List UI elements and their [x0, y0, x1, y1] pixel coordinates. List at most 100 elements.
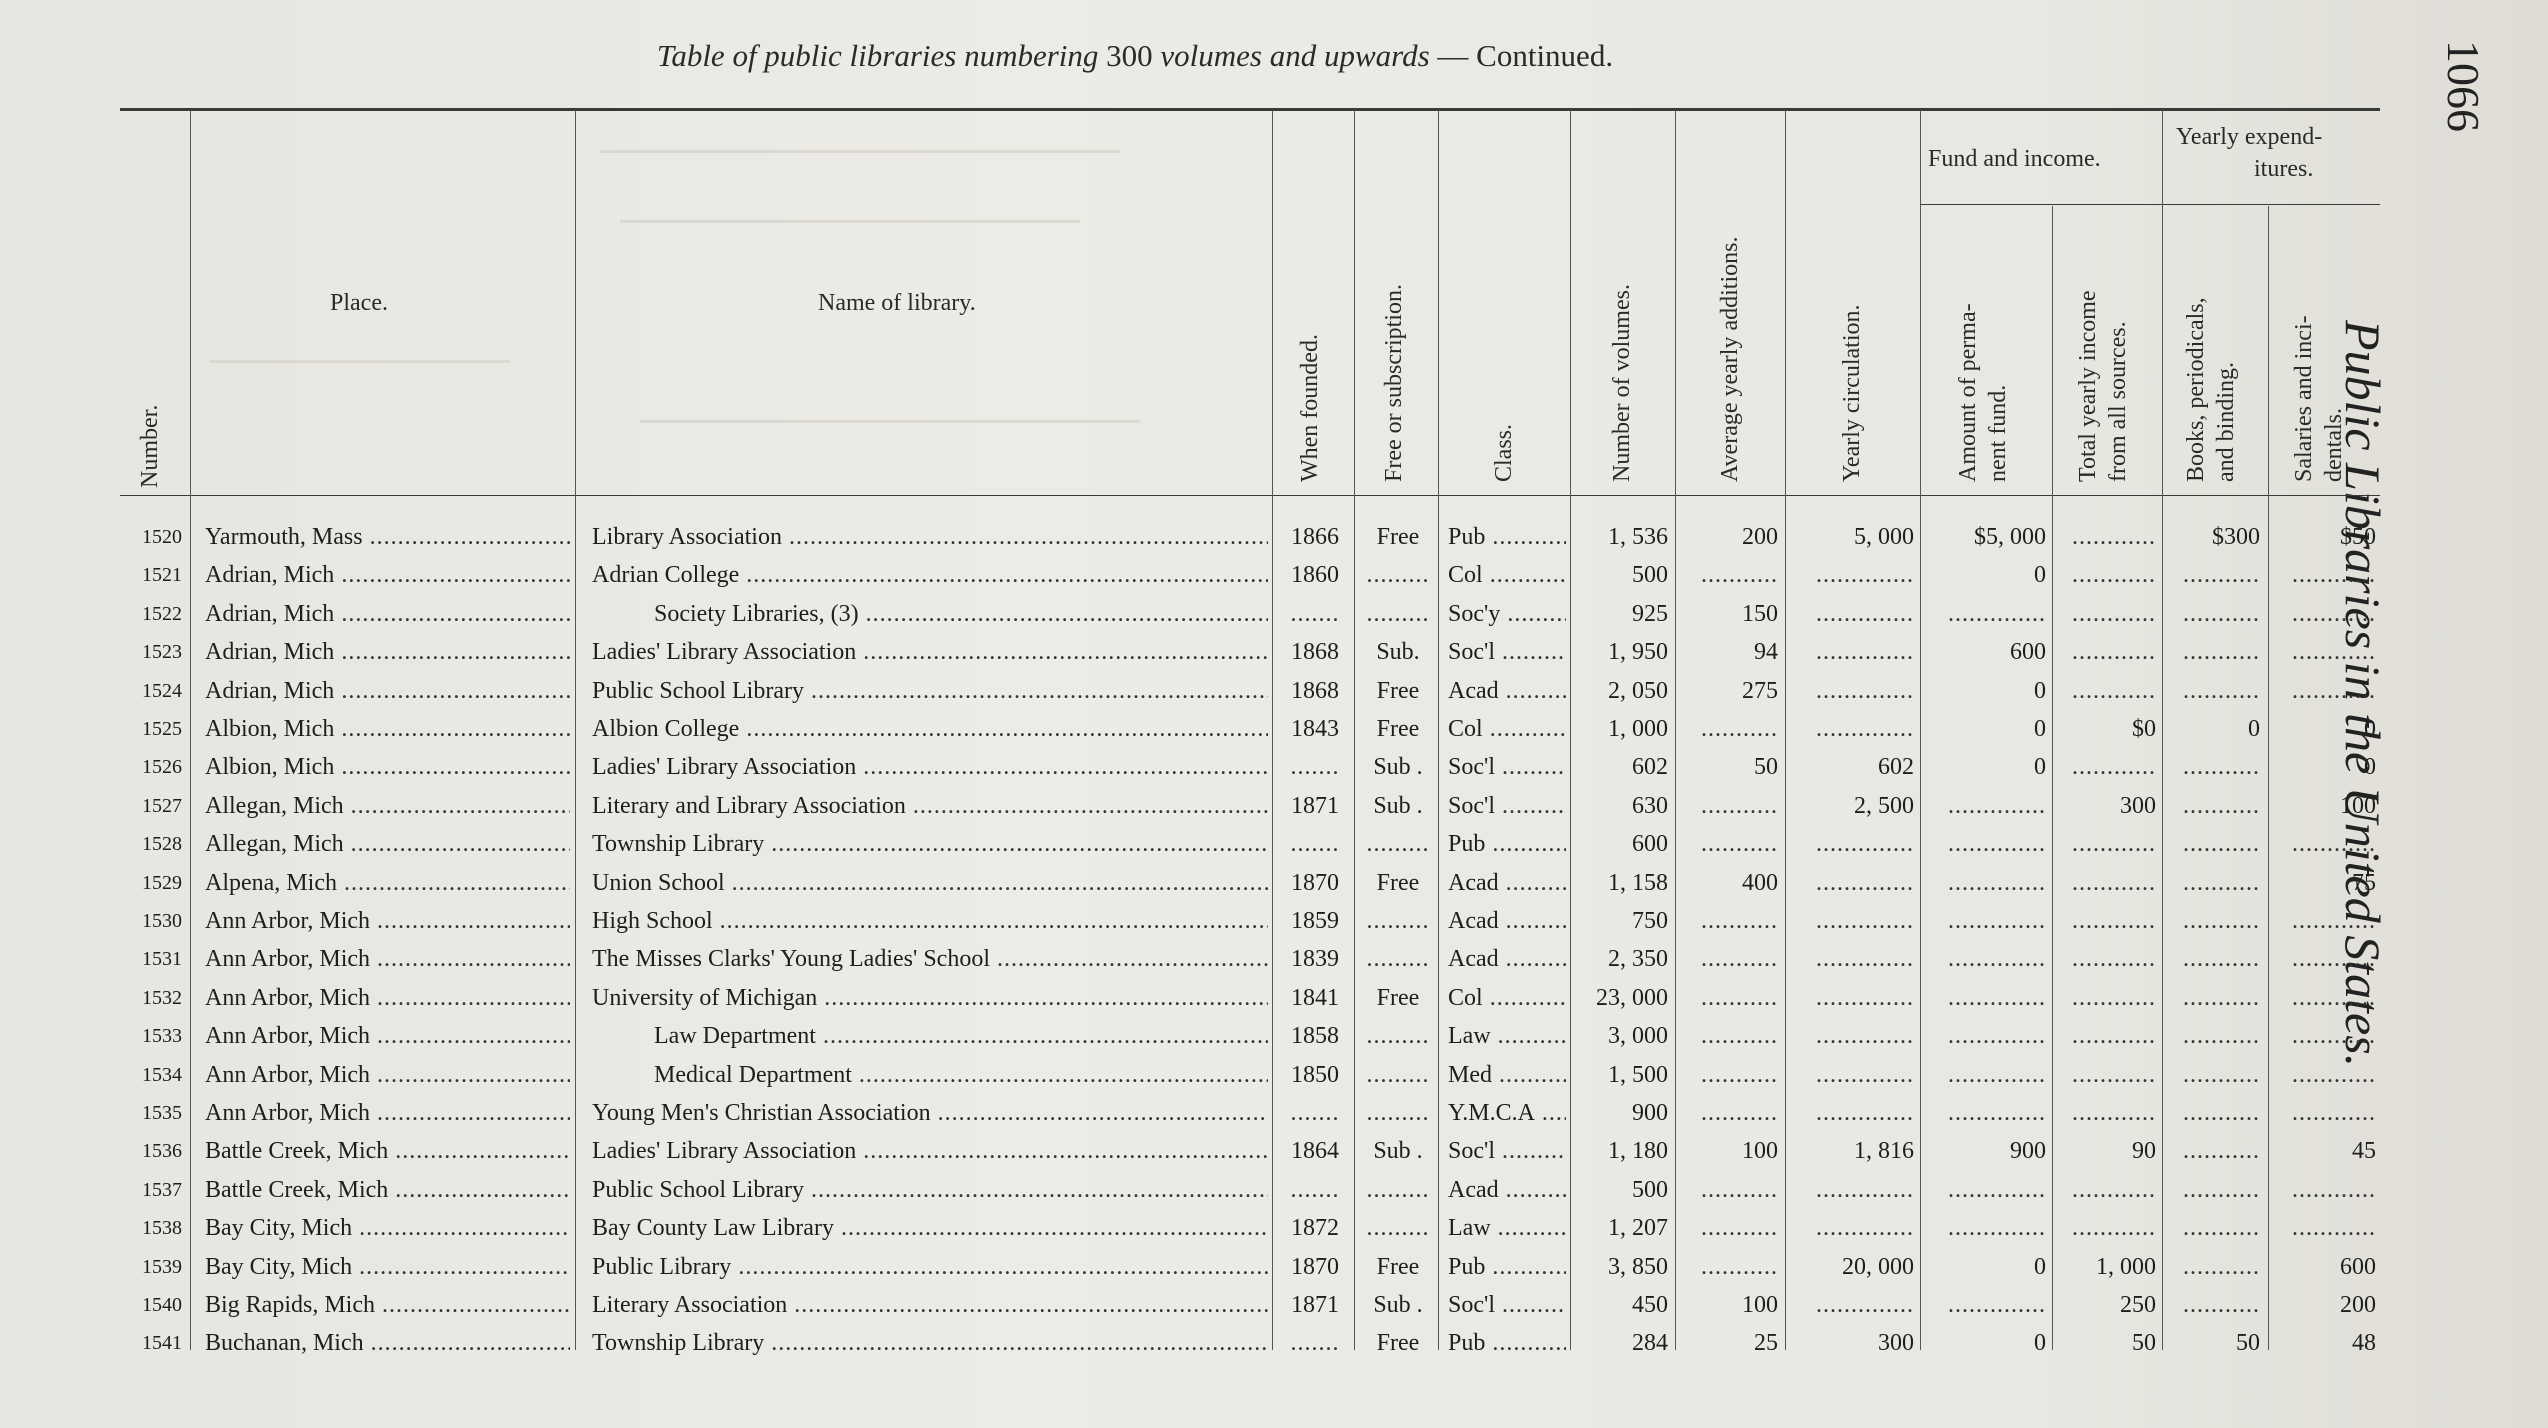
dot-leader: ...........: [2183, 869, 2260, 896]
header-free-or-sub: Free or subscription.: [1381, 284, 1407, 482]
dot-leader: ........................................…: [863, 639, 1268, 666]
cell-books: ...........: [2170, 750, 2260, 784]
cell-class: Y.M.C.A ................................…: [1448, 1096, 1566, 1130]
dot-leader: ........................................…: [1507, 600, 1566, 627]
dot-leader: ........................................…: [341, 639, 570, 666]
dot-leader: ............: [2292, 1061, 2376, 1088]
dot-leader: ..............: [1948, 946, 2046, 973]
cell-additions: ...........: [1690, 1096, 1778, 1130]
cell-circulation: ..............: [1796, 904, 1914, 938]
cell-name: High School ............................…: [592, 904, 1268, 938]
dot-leader: ........................................…: [1505, 1176, 1566, 1203]
dot-leader: ............: [2292, 1023, 2376, 1050]
cell-text: Soc'l: [1448, 639, 1495, 666]
cell-free: Free: [1376, 524, 1420, 550]
col-rule-class: [1570, 110, 1571, 1350]
dot-leader: ........................................…: [395, 1176, 570, 1203]
cell-free: Sub.: [1376, 639, 1420, 666]
header-expenditures-2: itures.: [2254, 156, 2314, 182]
cell-additions: ...........: [1690, 904, 1778, 938]
header-number: Number.: [137, 404, 163, 488]
cell-salaries: ............: [2276, 558, 2376, 592]
dot-leader: ...........: [1701, 1176, 1778, 1203]
cell-books: ...........: [2170, 1058, 2260, 1092]
cell-books: ...........: [2170, 1134, 2260, 1168]
cell-place: Ann Arbor, Mich ........................…: [205, 1096, 570, 1130]
cell-class: Pub ....................................…: [1448, 1250, 1566, 1284]
dot-leader: ..............: [1816, 639, 1914, 666]
cell-number: 1534: [142, 1063, 182, 1086]
cell-circulation: 602: [1878, 754, 1914, 781]
dot-leader: .........: [1366, 1176, 1430, 1203]
cell-fund: 0: [2034, 1330, 2046, 1357]
cell-class: Col ....................................…: [1448, 981, 1566, 1015]
dot-leader: ........................................…: [377, 908, 570, 934]
cell-text: Bay City, Mich: [205, 1215, 353, 1242]
cell-text: Ladies' Library Association: [592, 754, 857, 781]
dot-leader: ............: [2292, 1215, 2376, 1242]
col-rule-name: [1272, 110, 1273, 1350]
cell-text: Adrian College: [592, 562, 740, 589]
dot-leader: ..............: [1948, 831, 2046, 858]
cell-founded: 1860: [1291, 562, 1339, 589]
cell-circulation: ..............: [1796, 558, 1914, 592]
cell-circulation: ..............: [1796, 827, 1914, 861]
cell-class: Law ....................................…: [1448, 1211, 1566, 1245]
cell-books: ...........: [2170, 1173, 2260, 1207]
dot-leader: .........: [1366, 1023, 1430, 1050]
cell-additions: ...........: [1690, 558, 1778, 592]
dot-leader: ...........: [2183, 600, 2260, 627]
cell-text: Township Library: [592, 831, 765, 858]
cell-free: .........: [1362, 558, 1434, 592]
cell-free: .........: [1362, 1211, 1434, 1245]
dot-leader: ........................................…: [912, 792, 1268, 819]
cell-books: ...........: [2170, 597, 2260, 631]
cell-books: ...........: [2170, 904, 2260, 938]
cell-salaries: 200: [2340, 1292, 2376, 1318]
dot-leader: ..............: [1816, 562, 1914, 589]
cell-income: ............: [2060, 866, 2156, 900]
cell-salaries: ............: [2276, 635, 2376, 669]
dot-leader: ........................................…: [1502, 639, 1566, 666]
col-rule-number: [190, 110, 191, 1350]
cell-text: Law Department: [654, 1023, 816, 1050]
cell-books: ...........: [2170, 558, 2260, 592]
cell-text: Yarmouth, Mass: [205, 524, 363, 550]
cell-number: 1525: [142, 718, 182, 740]
cell-text: Adrian, Mich: [205, 639, 335, 666]
cell-additions: 200: [1742, 524, 1778, 550]
cell-place: Allegan, Mich ..........................…: [205, 827, 570, 861]
dot-leader: ............: [2072, 1176, 2156, 1203]
cell-income: 300: [2120, 792, 2156, 819]
dot-leader: ........................................…: [341, 754, 570, 781]
dot-leader: ............: [2072, 639, 2156, 666]
cell-founded: .......: [1284, 750, 1346, 784]
dot-leader: ...........: [1701, 1100, 1778, 1126]
dot-leader: ........................................…: [350, 792, 570, 819]
cell-salaries: ............: [2276, 827, 2376, 861]
cell-books: ...........: [2170, 1288, 2260, 1322]
cell-books: ...........: [2170, 942, 2260, 976]
cell-number: 1529: [142, 871, 182, 894]
cell-income: 1, 000: [2096, 1253, 2156, 1280]
cell-place: Alpena, Mich ...........................…: [205, 866, 570, 900]
dot-leader: ........................................…: [341, 562, 570, 589]
header-avg-additions: Average yearly additions.: [1717, 236, 1743, 482]
cell-fund: ..............: [1928, 866, 2046, 900]
cell-additions: 50: [1754, 754, 1778, 781]
cell-volumes: 1, 536: [1608, 524, 1668, 550]
cell-free: .........: [1362, 1019, 1434, 1053]
dot-leader: ........................................…: [1505, 908, 1566, 934]
cell-volumes: 23, 000: [1596, 984, 1668, 1011]
header-income-1: Total yearly income: [2075, 290, 2101, 482]
cell-number: 1533: [142, 1025, 182, 1048]
cell-text: Big Rapids, Mich: [205, 1292, 376, 1318]
cell-text: Soc'l: [1448, 1138, 1495, 1165]
cell-additions: ...........: [1690, 1211, 1778, 1245]
cell-text: Alpena, Mich: [205, 869, 337, 896]
cell-free: Free: [1376, 869, 1420, 896]
cell-place: Ann Arbor, Mich ........................…: [205, 942, 570, 976]
cell-income: ............: [2060, 1173, 2156, 1207]
cell-free: Sub .: [1373, 1292, 1423, 1318]
cell-name: Public School Library ..................…: [592, 674, 1268, 708]
